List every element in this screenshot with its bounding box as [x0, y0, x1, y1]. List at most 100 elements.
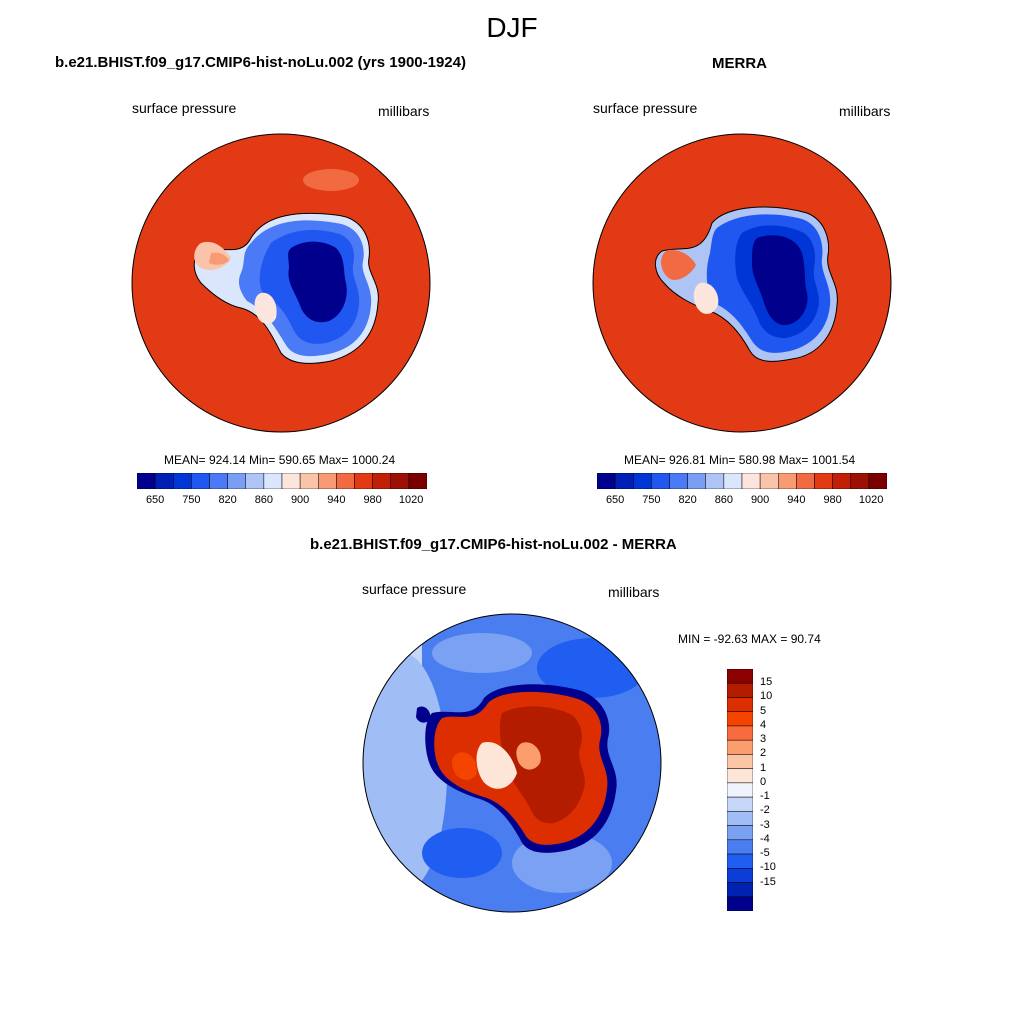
- colorbar-tick-label: -10: [760, 861, 776, 874]
- colorbar-swatch: [727, 669, 753, 684]
- colorbar-tick-label: 980: [823, 494, 842, 506]
- colorbar-swatch: [705, 473, 725, 489]
- colorbar-swatch: [299, 473, 319, 489]
- panel-model-stats: MEAN= 924.14 Min= 590.65 Max= 1000.24: [164, 453, 396, 467]
- panel-model-variable-label: surface pressure: [132, 100, 237, 116]
- difference-units-label: millibars: [608, 584, 660, 600]
- colorbar-swatch: [727, 853, 753, 869]
- colorbar-tick-label: 940: [787, 494, 806, 506]
- colorbar-swatch: [727, 754, 753, 769]
- model-polar-map: [131, 133, 431, 433]
- colorbar-swatch: [727, 811, 753, 826]
- colorbar-swatch: [727, 682, 753, 698]
- colorbar-tick-label: 1020: [858, 494, 884, 506]
- colorbar-swatch: [778, 473, 797, 489]
- colorbar-tick-label: 860: [254, 494, 274, 506]
- colorbar-swatch: [354, 473, 373, 489]
- colorbar-tick-label: 15: [760, 676, 773, 689]
- model-colorbar-labels: 650 750 820 860 900 940 980 1020: [137, 494, 427, 508]
- colorbar-tick-label: 900: [750, 494, 770, 506]
- colorbar-swatch: [727, 711, 753, 727]
- colorbar-swatch: [227, 473, 246, 489]
- colorbar-swatch: [723, 473, 743, 489]
- colorbar-swatch: [633, 473, 652, 489]
- colorbar-swatch: [868, 473, 887, 489]
- colorbar-tick-label: 1: [760, 761, 767, 774]
- colorbar-swatch: [408, 473, 427, 489]
- colorbar-tick-label: 2: [760, 747, 767, 760]
- colorbar-swatch: [796, 473, 815, 489]
- colorbar-tick-label: 940: [327, 494, 346, 506]
- obs-polar-map: [592, 133, 892, 433]
- colorbar-tick-label: 5: [760, 704, 767, 717]
- colorbar-tick-label: -15: [760, 875, 776, 888]
- colorbar-swatch: [850, 473, 870, 489]
- colorbar-swatch: [727, 882, 753, 898]
- colorbar-swatch: [832, 473, 851, 489]
- colorbar-tick-label: 820: [678, 494, 697, 506]
- panel-obs-title: MERRA: [712, 55, 767, 72]
- colorbar-tick-label: -2: [760, 804, 770, 817]
- colorbar-tick-label: 750: [642, 494, 661, 506]
- colorbar-swatch: [727, 782, 753, 798]
- colorbar-swatch: [727, 725, 753, 741]
- panel-model-units-label: millibars: [378, 103, 430, 119]
- colorbar-tick-label: 10: [760, 690, 773, 703]
- figure-title: DJF: [486, 12, 538, 43]
- colorbar-swatch: [597, 473, 616, 489]
- colorbar-swatch: [372, 473, 391, 489]
- colorbar-swatch: [727, 839, 753, 855]
- colorbar-tick-label: 650: [145, 494, 165, 506]
- colorbar-swatch: [281, 473, 301, 489]
- colorbar-tick-label: 820: [218, 494, 237, 506]
- panel-model-title: b.e21.BHIST.f09_g17.CMIP6-hist-noLu.002 …: [55, 54, 466, 71]
- colorbar-swatch: [759, 473, 779, 489]
- obs-colorbar-labels: 650 750 820 860 900 940 980 1020: [597, 494, 887, 508]
- colorbar-tick-label: 4: [760, 718, 767, 731]
- difference-stats: MIN = -92.63 MAX = 90.74: [678, 632, 821, 646]
- colorbar-tick-label: -5: [760, 847, 770, 860]
- colorbar-tick-label: 650: [605, 494, 625, 506]
- colorbar-swatch: [669, 473, 688, 489]
- difference-title: b.e21.BHIST.f09_g17.CMIP6-hist-noLu.002 …: [310, 536, 677, 553]
- difference-colorbar: [727, 669, 753, 911]
- colorbar-swatch: [318, 473, 337, 489]
- colorbar-tick-label: 3: [760, 733, 767, 746]
- colorbar-swatch: [651, 473, 670, 489]
- colorbar-swatch: [741, 473, 761, 489]
- panel-obs-units-label: millibars: [839, 103, 891, 119]
- colorbar-swatch: [727, 697, 753, 712]
- colorbar-swatch: [245, 473, 265, 489]
- model-colorbar: [137, 473, 427, 489]
- colorbar-swatch: [173, 473, 192, 489]
- panel-obs-variable-label: surface pressure: [593, 100, 698, 116]
- difference-colorbar-labels: 15 10 5 4 3 2 1 0 -1 -2 -3 -4 -5 -10 -15: [760, 669, 800, 911]
- colorbar-swatch: [687, 473, 706, 489]
- difference-variable-label: surface pressure: [362, 581, 467, 597]
- colorbar-swatch: [263, 473, 283, 489]
- colorbar-tick-label: 750: [182, 494, 201, 506]
- difference-polar-map: [362, 613, 662, 913]
- colorbar-swatch: [727, 896, 753, 911]
- colorbar-swatch: [336, 473, 355, 489]
- colorbar-swatch: [209, 473, 228, 489]
- colorbar-tick-label: -3: [760, 818, 770, 831]
- colorbar-swatch: [191, 473, 210, 489]
- colorbar-swatch: [137, 473, 156, 489]
- colorbar-tick-label: 1020: [398, 494, 424, 506]
- colorbar-swatch: [727, 739, 753, 755]
- colorbar-tick-label: 900: [290, 494, 310, 506]
- colorbar-swatch: [154, 473, 174, 489]
- colorbar-swatch: [727, 768, 753, 784]
- colorbar-tick-label: 0: [760, 775, 767, 788]
- obs-colorbar: [597, 473, 887, 489]
- colorbar-swatch: [727, 868, 753, 883]
- colorbar-swatch: [727, 796, 753, 812]
- colorbar-swatch: [614, 473, 634, 489]
- colorbar-swatch: [390, 473, 410, 489]
- colorbar-tick-label: -1: [760, 790, 770, 803]
- colorbar-swatch: [727, 825, 753, 841]
- colorbar-tick-label: 980: [363, 494, 382, 506]
- colorbar-swatch: [814, 473, 833, 489]
- colorbar-tick-label: -4: [760, 832, 770, 845]
